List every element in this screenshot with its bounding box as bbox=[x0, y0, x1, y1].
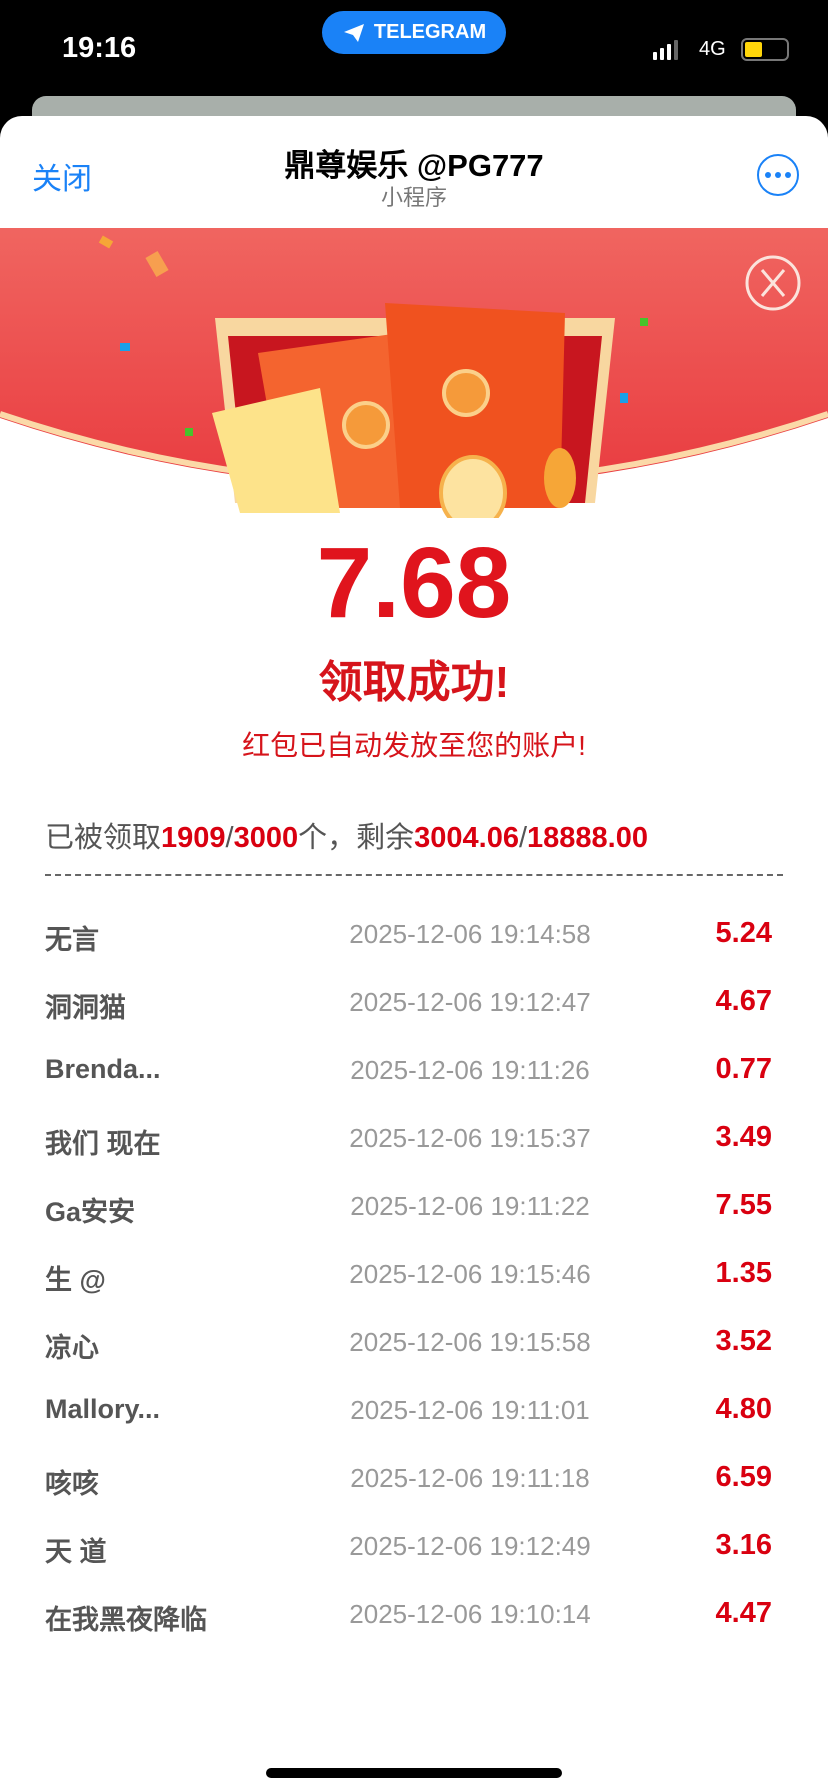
claim-amount: 0.77 bbox=[715, 1053, 772, 1085]
claim-amount: 4.67 bbox=[715, 985, 772, 1017]
telegram-plane-icon bbox=[343, 23, 364, 42]
signal-icon bbox=[653, 40, 678, 60]
stats-prefix: 已被领取 bbox=[45, 822, 162, 854]
list-item: 我们 现在 2025-12-06 19:15:37 3.49 bbox=[0, 1105, 828, 1173]
telegram-label: TELEGRAM bbox=[373, 21, 487, 43]
claimed-count: 1909 bbox=[161, 822, 226, 854]
success-title: 领取成功! bbox=[318, 658, 510, 707]
claimer-name: 天 道 bbox=[45, 1537, 107, 1567]
list-item: 无言 2025-12-06 19:14:58 5.24 bbox=[0, 901, 828, 969]
total-count: 3000 bbox=[233, 822, 299, 854]
claim-time: 2025-12-06 19:15:46 bbox=[349, 1259, 591, 1289]
telegram-return-pill[interactable]: TELEGRAM bbox=[322, 11, 506, 54]
claim-time: 2025-12-06 19:11:22 bbox=[350, 1191, 590, 1221]
success-note: 红包已自动发放至您的账户! bbox=[242, 730, 586, 761]
separator: / bbox=[225, 822, 234, 854]
claim-amount: 4.80 bbox=[715, 1393, 772, 1425]
claimer-name: 凉心 bbox=[45, 1333, 99, 1363]
divider bbox=[45, 874, 783, 876]
separator: / bbox=[518, 822, 528, 854]
claim-time: 2025-12-06 19:14:58 bbox=[349, 919, 591, 949]
claimer-name: 咳咳 bbox=[45, 1469, 99, 1499]
claim-list: 无言 2025-12-06 19:14:58 5.24 洞洞猫 2025-12-06 1… bbox=[0, 901, 828, 1649]
claim-amount: 3.16 bbox=[715, 1529, 772, 1561]
close-button[interactable]: 关闭 bbox=[32, 163, 92, 196]
claimer-name: Brenda... bbox=[45, 1054, 161, 1084]
claimer-name: 我们 现在 bbox=[45, 1129, 161, 1159]
status-bar: 19:16 TELEGRAM 4G bbox=[0, 0, 828, 100]
page-title: 鼎尊娱乐 @PG777 bbox=[284, 148, 544, 183]
claim-time: 2025-12-06 19:11:18 bbox=[350, 1463, 590, 1493]
nav-bar: 关闭 鼎尊娱乐 @PG777 小程序 bbox=[0, 116, 828, 228]
stats-mid: 个，剩余 bbox=[298, 822, 415, 854]
claim-time: 2025-12-06 19:15:37 bbox=[349, 1123, 591, 1153]
remaining-amount: 3004.06 bbox=[414, 822, 519, 854]
claim-stats: 已被领取1909/3000个，剩余3004.06/18888.00 bbox=[45, 814, 648, 856]
claim-amount: 4.47 bbox=[715, 1597, 772, 1629]
red-packet-banner bbox=[0, 228, 828, 518]
claimer-name: 洞洞猫 bbox=[45, 993, 126, 1023]
list-item: Mallory... 2025-12-06 19:11:01 4.80 bbox=[0, 1377, 828, 1445]
more-button[interactable] bbox=[757, 154, 799, 196]
claimer-name: Ga安安 bbox=[45, 1197, 136, 1227]
list-item: Ga安安 2025-12-06 19:11:22 7.55 bbox=[0, 1173, 828, 1241]
claim-time: 2025-12-06 19:11:01 bbox=[350, 1395, 590, 1425]
claim-time: 2025-12-06 19:12:49 bbox=[349, 1531, 591, 1561]
claim-time: 2025-12-06 19:10:14 bbox=[349, 1599, 591, 1629]
claimer-name: 无言 bbox=[45, 925, 99, 955]
list-item: 天 道 2025-12-06 19:12:49 3.16 bbox=[0, 1513, 828, 1581]
dismiss-icon[interactable] bbox=[745, 255, 801, 311]
battery-icon bbox=[741, 38, 789, 61]
claim-time: 2025-12-06 19:15:58 bbox=[349, 1327, 591, 1357]
list-item: 凉心 2025-12-06 19:15:58 3.52 bbox=[0, 1309, 828, 1377]
claimer-name: Mallory... bbox=[45, 1394, 161, 1424]
list-item: Brenda... 2025-12-06 19:11:26 0.77 bbox=[0, 1037, 828, 1105]
mini-program-sheet: 关闭 鼎尊娱乐 @PG777 小程序 7.68 领取成功! 红包已自动发放至您的… bbox=[0, 116, 828, 1792]
claim-time: 2025-12-06 19:11:26 bbox=[350, 1055, 590, 1085]
list-item: 生 @ 2025-12-06 19:15:46 1.35 bbox=[0, 1241, 828, 1309]
list-item: 洞洞猫 2025-12-06 19:12:47 4.67 bbox=[0, 969, 828, 1037]
red-envelope-icon bbox=[258, 303, 565, 508]
claimer-name: 在我黑夜降临 bbox=[45, 1605, 207, 1635]
claim-amount: 5.24 bbox=[715, 917, 772, 949]
clock: 19:16 bbox=[62, 32, 137, 64]
claimer-name: 生 @ bbox=[45, 1265, 106, 1295]
claim-time: 2025-12-06 19:12:47 bbox=[349, 987, 591, 1017]
home-indicator[interactable] bbox=[266, 1768, 562, 1778]
received-amount: 7.68 bbox=[316, 527, 512, 639]
claim-amount: 6.59 bbox=[715, 1461, 772, 1493]
page-subtitle: 小程序 bbox=[380, 185, 447, 210]
claim-amount: 3.49 bbox=[715, 1121, 772, 1153]
claim-amount: 1.35 bbox=[715, 1257, 772, 1289]
claim-amount: 7.55 bbox=[715, 1189, 772, 1221]
list-item: 咳咳 2025-12-06 19:11:18 6.59 bbox=[0, 1445, 828, 1513]
network-type: 4G bbox=[699, 38, 726, 60]
claim-amount: 3.52 bbox=[715, 1325, 772, 1357]
total-amount: 18888.00 bbox=[527, 822, 648, 854]
list-item: 在我黑夜降临 2025-12-06 19:10:14 4.47 bbox=[0, 1581, 828, 1649]
